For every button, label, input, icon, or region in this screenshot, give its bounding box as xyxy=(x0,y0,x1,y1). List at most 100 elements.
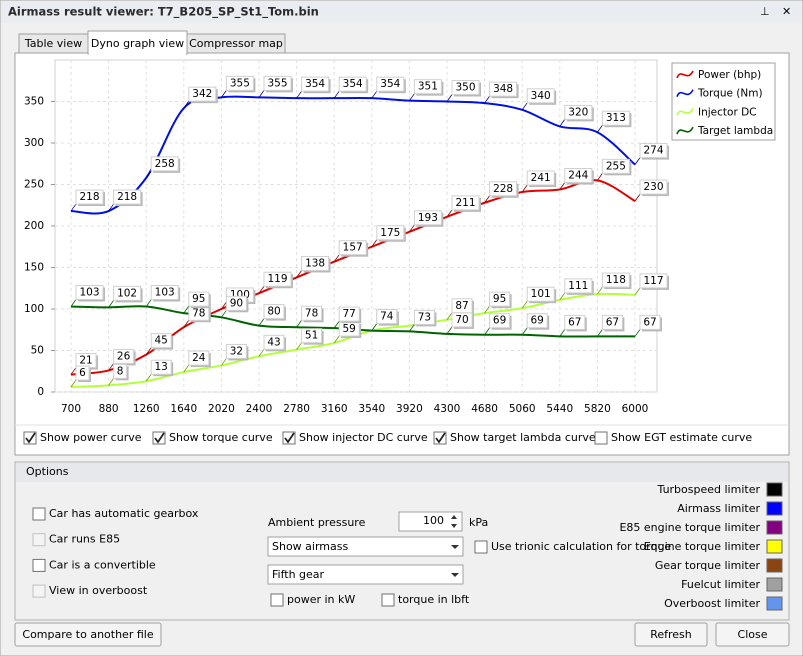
unit-option-label: power in kW xyxy=(287,593,355,606)
label-leader xyxy=(333,320,340,329)
x-tick-label: 700 xyxy=(61,403,81,415)
data-label: 218 xyxy=(117,191,137,203)
label-leader xyxy=(145,347,152,355)
label-leader xyxy=(484,195,490,203)
label-box xyxy=(301,328,323,344)
x-tick-label: 5060 xyxy=(509,403,536,415)
tab[interactable] xyxy=(186,33,286,54)
label-box xyxy=(113,363,128,379)
spin-arrows[interactable] xyxy=(451,515,457,528)
y-tick-label: 150 xyxy=(24,262,44,274)
checkbox[interactable] xyxy=(32,558,46,572)
label-box xyxy=(75,365,90,381)
label-leader xyxy=(296,90,302,99)
data-label: 355 xyxy=(267,77,287,89)
label-leader xyxy=(559,329,566,337)
checkmark xyxy=(25,432,36,444)
label-leader xyxy=(521,300,528,309)
checkbox[interactable] xyxy=(594,431,608,445)
label-box xyxy=(338,306,360,322)
data-label: 73 xyxy=(418,311,431,323)
data-label: 74 xyxy=(380,311,394,323)
dropdown-value: Fifth gear xyxy=(272,568,325,581)
data-label: 230 xyxy=(643,181,663,193)
label-box xyxy=(601,272,630,288)
option-label: Car has automatic gearbox xyxy=(49,507,199,520)
trionic-label: Use trionic calculation for torque xyxy=(491,540,671,553)
label-leader xyxy=(333,90,340,99)
data-label: 218 xyxy=(79,191,99,203)
legend-swatch xyxy=(676,107,694,116)
label-box xyxy=(639,179,668,195)
label-leader xyxy=(521,184,528,193)
label-box xyxy=(150,333,172,349)
label-box xyxy=(150,285,179,301)
close-button[interactable]: ✕ xyxy=(782,5,791,18)
label-box xyxy=(564,104,593,120)
label-leader xyxy=(371,90,378,99)
data-label: 211 xyxy=(455,197,475,209)
label-box xyxy=(263,334,285,350)
legend-label: Torque (Nm) xyxy=(697,88,763,100)
refresh-button[interactable] xyxy=(634,622,708,647)
option-label: Car is a convertible xyxy=(49,558,156,571)
label-box xyxy=(113,348,135,364)
label-leader xyxy=(634,329,641,337)
checkbox[interactable] xyxy=(32,584,46,598)
label-leader xyxy=(70,367,77,375)
data-label: 45 xyxy=(155,335,168,347)
legend-swatch xyxy=(676,126,694,135)
checkbox[interactable] xyxy=(32,507,46,521)
dropdown[interactable] xyxy=(267,536,464,557)
label-leader xyxy=(484,95,490,104)
label-box xyxy=(376,225,405,241)
limiter-label: Fuelcut limiter xyxy=(681,578,760,591)
tab-label: Compressor map xyxy=(189,37,283,50)
dropdown-value: Show airmass xyxy=(272,540,348,553)
limiter-swatch xyxy=(766,558,783,573)
data-label: 117 xyxy=(643,275,663,287)
label-box xyxy=(451,312,473,328)
label-leader xyxy=(183,320,190,328)
x-tick-label: 880 xyxy=(99,403,119,415)
ambient-input[interactable] xyxy=(398,511,463,532)
compare-button[interactable] xyxy=(14,622,162,647)
label-leader xyxy=(597,286,603,295)
checkbox[interactable] xyxy=(474,540,488,554)
data-label: 67 xyxy=(643,316,656,328)
checkbox[interactable] xyxy=(32,533,46,547)
label-box xyxy=(263,304,285,320)
checkbox[interactable] xyxy=(270,593,284,607)
option-label: Car runs E85 xyxy=(49,533,120,546)
label-box xyxy=(338,76,367,92)
label-leader xyxy=(446,209,453,218)
x-tick-label: 5820 xyxy=(584,403,611,415)
label-leader xyxy=(371,239,378,247)
checkmark xyxy=(154,432,165,444)
dropdown[interactable] xyxy=(267,564,464,585)
checkbox[interactable] xyxy=(381,593,395,607)
label-leader xyxy=(221,301,227,310)
label-box xyxy=(601,314,623,330)
data-label: 313 xyxy=(606,112,626,124)
label-leader xyxy=(484,327,490,335)
label-leader xyxy=(258,285,265,294)
tab-label: Dyno graph view xyxy=(91,37,184,50)
data-label: 354 xyxy=(343,78,363,90)
data-label: 340 xyxy=(531,90,551,102)
legend-label: Injector DC xyxy=(698,106,757,118)
window-title: Airmass result viewer: T7_B205_SP_St1_To… xyxy=(8,5,319,20)
close-button[interactable] xyxy=(715,622,790,647)
label-leader xyxy=(446,326,453,335)
data-label: 32 xyxy=(230,345,243,357)
data-label: 355 xyxy=(230,77,250,89)
label-leader xyxy=(521,327,528,335)
data-label: 193 xyxy=(418,212,438,224)
label-leader xyxy=(559,182,566,190)
pin-button[interactable]: ⊥ xyxy=(760,5,770,18)
label-leader xyxy=(70,299,77,307)
label-leader xyxy=(409,324,415,332)
label-box xyxy=(413,79,442,95)
data-label: 67 xyxy=(568,316,581,328)
